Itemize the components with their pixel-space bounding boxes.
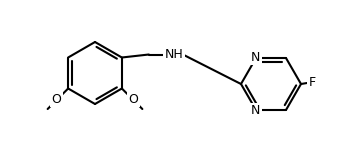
Text: O: O <box>129 93 139 106</box>
Text: N: N <box>250 104 260 118</box>
Text: N: N <box>250 51 260 64</box>
Text: O: O <box>52 93 62 106</box>
Text: F: F <box>309 76 315 89</box>
Text: NH: NH <box>164 49 183 61</box>
